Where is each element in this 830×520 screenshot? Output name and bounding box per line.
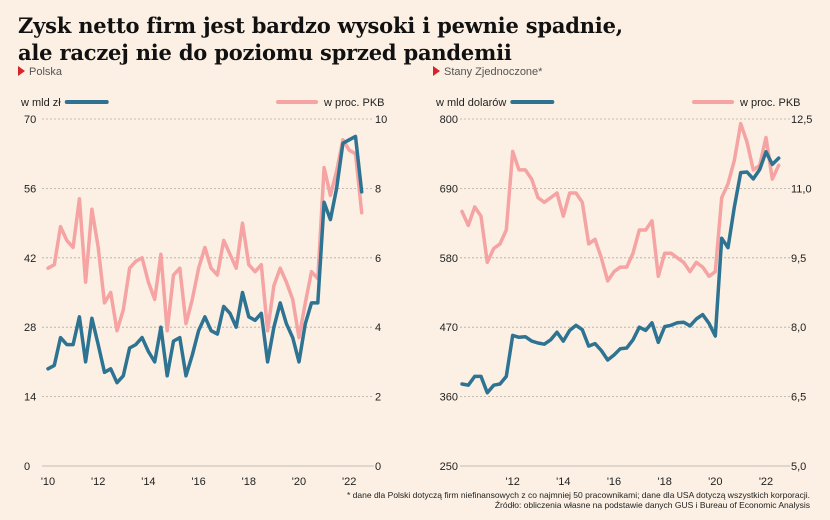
y-left-tick-label: 690: [440, 183, 458, 195]
x-tick-label: '16: [607, 476, 621, 488]
legend-left-label: w mld zł: [20, 97, 61, 109]
footnote-text: * dane dla Polski dotyczą firm niefinans…: [347, 490, 810, 500]
y-left-tick-label: 0: [24, 461, 30, 473]
triangle-marker-icon: [18, 66, 25, 76]
y-right-tick-label: 2: [375, 392, 381, 404]
x-tick-label: '14: [556, 476, 570, 488]
y-left-tick-label: 42: [24, 253, 36, 265]
series-line-left: [46, 134, 364, 385]
chart-title: Zysk netto firm jest bardzo wysoki i pew…: [18, 12, 808, 66]
series-line-left: [460, 150, 781, 395]
y-left-tick-label: 580: [440, 253, 458, 265]
title-line-1: Zysk netto firm jest bardzo wysoki i pew…: [18, 13, 623, 38]
y-left-tick-label: 70: [24, 114, 36, 126]
panel-label-poland: Polska: [18, 66, 62, 78]
x-tick-label: '12: [91, 476, 105, 488]
y-left-tick-label: 250: [440, 461, 458, 473]
legend-right-label: w proc. PKB: [323, 97, 385, 109]
x-tick-label: '12: [505, 476, 519, 488]
y-left-tick-label: 800: [440, 114, 458, 126]
y-right-tick-label: 11,0: [791, 183, 812, 195]
y-right-tick-label: 4: [375, 322, 381, 334]
legend-left-label: w mld dolarów: [435, 97, 506, 109]
x-tick-label: '18: [242, 476, 256, 488]
y-left-tick-label: 28: [24, 322, 36, 334]
legend-right-label: w proc. PKB: [739, 97, 801, 109]
x-tick-label: '22: [759, 476, 773, 488]
x-tick-label: '20: [708, 476, 722, 488]
source-text: Źródło: obliczenia własne na podstawie d…: [494, 500, 810, 510]
y-left-tick-label: 360: [440, 392, 458, 404]
y-right-tick-label: 8,0: [791, 322, 806, 334]
panel-title-poland: Polska: [29, 66, 63, 78]
footnote-block: * dane dla Polski dotyczą firm niefinans…: [347, 490, 810, 510]
y-right-tick-label: 10: [375, 114, 387, 126]
y-right-tick-label: 6: [375, 253, 381, 265]
title-line-2: ale raczej nie do poziomu sprzed pandemi…: [18, 40, 512, 65]
y-right-tick-label: 12,5: [791, 114, 812, 126]
y-right-tick-label: 5,0: [791, 461, 806, 473]
y-left-tick-label: 56: [24, 183, 36, 195]
x-tick-label: '18: [657, 476, 671, 488]
y-right-tick-label: 6,5: [791, 392, 806, 404]
series-line-right: [460, 121, 781, 283]
panel-label-usa: Stany Zjednoczone*: [433, 66, 542, 78]
x-tick-label: '10: [41, 476, 55, 488]
y-left-tick-label: 14: [24, 392, 36, 404]
x-tick-label: '20: [292, 476, 306, 488]
y-right-tick-label: 8: [375, 183, 381, 195]
x-tick-label: '16: [191, 476, 205, 488]
y-right-tick-label: 9,5: [791, 253, 806, 265]
triangle-marker-icon: [433, 66, 440, 76]
series-line-right: [46, 138, 364, 340]
panel-title-usa: Stany Zjednoczone*: [444, 66, 543, 78]
y-left-tick-label: 470: [440, 322, 458, 334]
x-tick-label: '14: [141, 476, 155, 488]
y-right-tick-label: 0: [375, 461, 381, 473]
x-tick-label: '22: [342, 476, 356, 488]
